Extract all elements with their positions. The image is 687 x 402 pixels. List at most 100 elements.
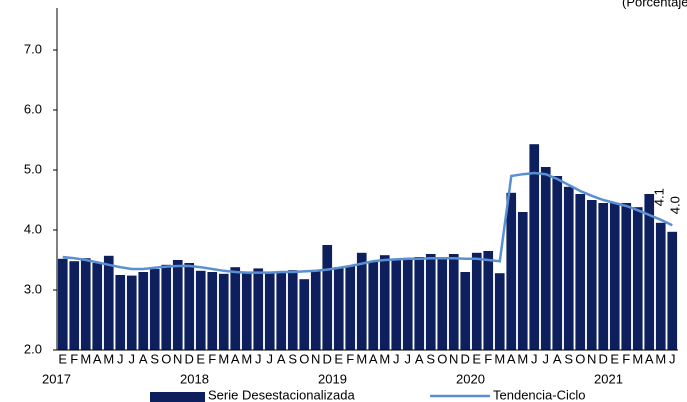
- x-tick-label: J: [669, 351, 676, 366]
- x-tick-label: D: [323, 351, 332, 366]
- bar: [644, 194, 655, 350]
- x-tick-label: F: [208, 351, 216, 366]
- x-tick-label: O: [575, 351, 585, 366]
- x-tick-label: M: [379, 351, 390, 366]
- bar: [230, 267, 241, 350]
- bar: [598, 203, 609, 350]
- x-tick-label: F: [70, 351, 78, 366]
- bar: [540, 167, 551, 350]
- x-tick-label: M: [356, 351, 367, 366]
- bar: [425, 254, 436, 350]
- x-tick-label: M: [218, 351, 229, 366]
- x-tick-label: D: [461, 351, 470, 366]
- x-tick-label: N: [449, 351, 458, 366]
- bar: [391, 260, 402, 350]
- x-tick-label: A: [139, 351, 148, 366]
- x-tick-label: M: [655, 351, 666, 366]
- bar: [80, 258, 91, 350]
- x-tick-label: M: [494, 351, 505, 366]
- bar: [345, 266, 356, 350]
- bar: [264, 272, 275, 350]
- x-tick-label: O: [161, 351, 171, 366]
- x-tick-label: F: [484, 351, 492, 366]
- x-tick-label: A: [645, 351, 654, 366]
- x-tick-label: A: [277, 351, 286, 366]
- year-label: 2020: [456, 371, 485, 386]
- bar: [149, 269, 160, 350]
- bar: [57, 258, 68, 350]
- bar: [184, 263, 195, 350]
- x-tick-label: J: [393, 351, 400, 366]
- trend-line: [62, 171, 673, 274]
- bar: [471, 252, 482, 350]
- x-tick-label: M: [241, 351, 252, 366]
- bar: [69, 261, 80, 350]
- x-tick-label: A: [93, 351, 102, 366]
- x-tick-label: M: [517, 351, 528, 366]
- bar: [494, 273, 505, 350]
- bar: [655, 222, 666, 350]
- bar: [310, 270, 321, 350]
- x-tick-label: E: [196, 351, 205, 366]
- y-tick-label: 7.0: [24, 41, 42, 56]
- bar: [667, 231, 678, 350]
- bar: [356, 252, 367, 350]
- bar: [333, 267, 344, 350]
- bar: [563, 186, 574, 350]
- y-tick-label: 2.0: [24, 341, 42, 356]
- bar: [402, 258, 413, 350]
- bar: [586, 200, 597, 350]
- x-tick-label: E: [610, 351, 619, 366]
- x-tick-label: M: [632, 351, 643, 366]
- bar: [126, 275, 137, 350]
- year-label: 2017: [42, 371, 71, 386]
- year-label: 2018: [180, 371, 209, 386]
- x-tick-label: J: [531, 351, 538, 366]
- bar: [207, 272, 218, 350]
- bar: [322, 245, 333, 350]
- x-tick-label: S: [288, 351, 297, 366]
- x-tick-label: A: [553, 351, 562, 366]
- x-tick-label: O: [299, 351, 309, 366]
- bar: [241, 273, 252, 350]
- legend-label: Tendencia-Ciclo: [493, 387, 586, 402]
- x-tick-label: A: [507, 351, 516, 366]
- x-tick-label: N: [587, 351, 596, 366]
- x-tick-label: A: [415, 351, 424, 366]
- bar: [529, 144, 540, 350]
- bar: [276, 272, 287, 350]
- bar: [379, 255, 390, 350]
- year-label: 2021: [594, 371, 623, 386]
- bar: [414, 257, 425, 350]
- bar: [552, 176, 563, 350]
- x-tick-label: F: [622, 351, 630, 366]
- legend-swatch: [150, 392, 205, 402]
- bar: [632, 207, 643, 350]
- bar: [368, 261, 379, 350]
- bar: [253, 268, 264, 350]
- x-tick-label: E: [58, 351, 67, 366]
- x-tick-label: A: [369, 351, 378, 366]
- x-tick-label: M: [80, 351, 91, 366]
- x-tick-label: E: [334, 351, 343, 366]
- bar: [448, 254, 459, 350]
- bar: [460, 272, 471, 350]
- x-tick-label: J: [267, 351, 274, 366]
- legend-label: Serie Desestacionalizada: [208, 387, 355, 402]
- x-tick-label: S: [564, 351, 573, 366]
- bar: [299, 279, 310, 350]
- bar: [103, 255, 114, 350]
- bar: [92, 263, 103, 350]
- bar: [138, 272, 149, 350]
- bar: [172, 260, 183, 350]
- y-tick-label: 6.0: [24, 101, 42, 116]
- x-tick-label: N: [311, 351, 320, 366]
- y-tick-label: 3.0: [24, 281, 42, 296]
- x-tick-label: A: [231, 351, 240, 366]
- x-tick-label: J: [117, 351, 124, 366]
- x-tick-label: M: [103, 351, 114, 366]
- bar: [621, 203, 632, 350]
- x-tick-label: F: [346, 351, 354, 366]
- x-tick-label: S: [150, 351, 159, 366]
